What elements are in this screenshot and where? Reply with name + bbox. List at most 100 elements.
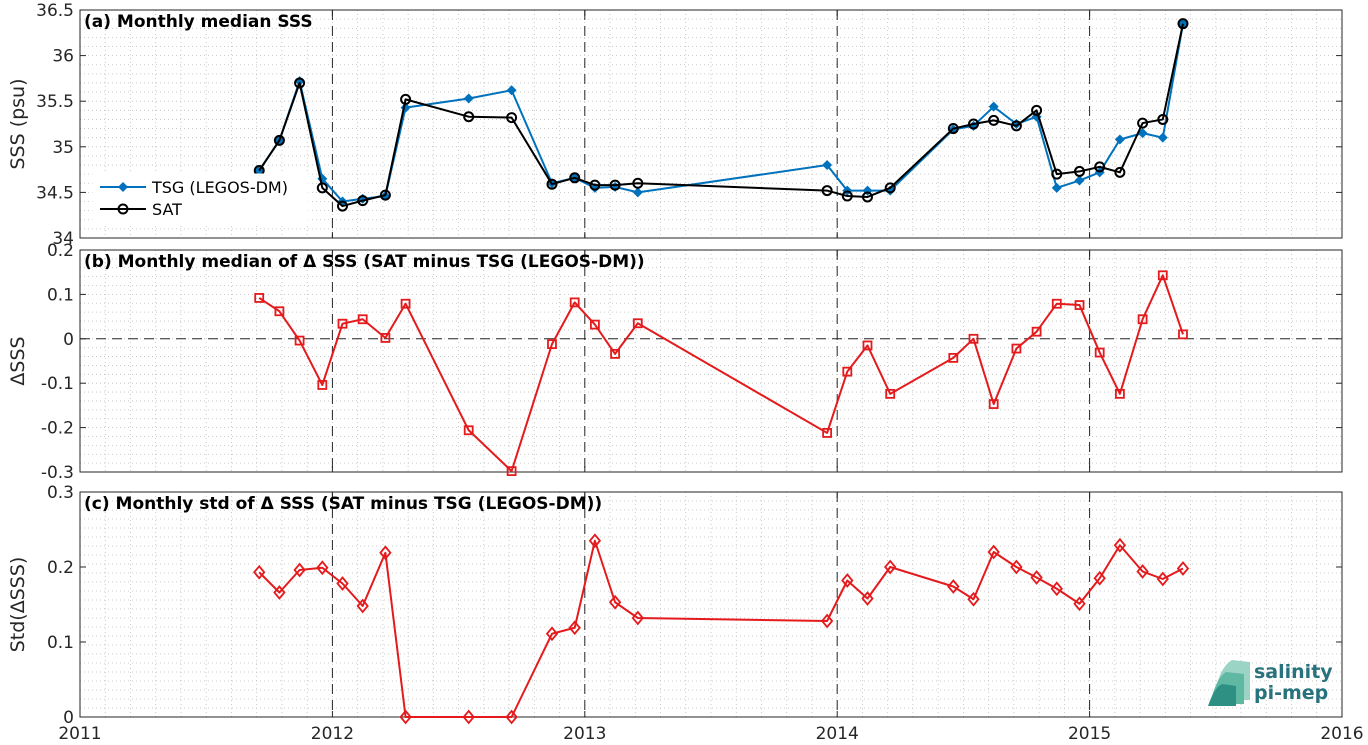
data-point xyxy=(862,340,873,351)
data-point xyxy=(316,560,329,576)
data-point xyxy=(1011,343,1022,354)
data-point xyxy=(273,134,285,146)
data-point xyxy=(884,559,897,575)
data-point xyxy=(569,297,580,308)
data-point xyxy=(569,172,581,184)
data-point xyxy=(1113,537,1127,553)
data-point xyxy=(357,195,369,207)
data-point xyxy=(1051,298,1062,309)
data-point xyxy=(1051,168,1063,180)
data-point xyxy=(380,333,391,343)
y-tick-label: 0 xyxy=(63,708,74,728)
y-tick-label: 35 xyxy=(52,138,74,158)
series-line xyxy=(258,274,1184,473)
data-point xyxy=(1114,388,1125,399)
data-point xyxy=(589,179,601,191)
y-tick-label: 35.5 xyxy=(36,92,74,112)
data-point xyxy=(967,591,980,607)
panel-a: 34 34.5 35 35.5 36 36.5 (a) Monthly median SSS… xyxy=(7,1,1343,249)
data-point xyxy=(1051,182,1062,193)
data-point xyxy=(1094,161,1106,173)
data-point xyxy=(294,77,306,89)
axes-box xyxy=(79,9,1343,239)
data-point xyxy=(608,594,622,610)
data-point xyxy=(379,545,392,561)
data-point xyxy=(1137,117,1149,129)
data-point xyxy=(273,585,286,600)
panel-title: (b) Monthly median of Δ SSS (SAT minus T… xyxy=(84,252,645,272)
y-tick-label: 34 xyxy=(52,229,74,249)
y-tick-label: 36.5 xyxy=(36,1,74,21)
data-point xyxy=(842,366,853,377)
data-point xyxy=(988,101,999,112)
data-point xyxy=(336,576,349,591)
minor-grid xyxy=(80,250,1342,472)
data-point xyxy=(1073,596,1086,612)
data-point xyxy=(568,620,581,636)
data-point xyxy=(589,319,600,330)
data-point xyxy=(988,399,999,409)
data-point xyxy=(316,182,328,194)
y-axis-label: Std(ΔSSS) xyxy=(7,557,29,653)
series-line xyxy=(258,23,1184,208)
data-point xyxy=(337,318,348,329)
y-tick-label: 0.3 xyxy=(47,483,74,503)
data-point xyxy=(253,564,266,580)
data-point xyxy=(632,177,644,189)
data-point xyxy=(968,333,979,344)
data-point xyxy=(1074,165,1086,177)
x-tick-label: 2011 xyxy=(58,724,101,744)
data-point xyxy=(1137,314,1148,325)
data-point xyxy=(379,189,391,201)
data-point xyxy=(1114,166,1126,178)
panels: 34 34.5 35 35.5 36 36.5 (a) Monthly median SSS… xyxy=(7,1,1364,744)
x-tick-label: 2015 xyxy=(1068,724,1111,744)
data-point xyxy=(506,85,517,96)
data-point xyxy=(293,562,306,578)
data-point xyxy=(884,182,896,194)
data-point xyxy=(1176,561,1190,576)
data-point xyxy=(988,114,1000,126)
series-line xyxy=(258,23,1184,203)
data-point xyxy=(885,388,896,399)
y-tick-label: 36 xyxy=(52,47,74,67)
data-point xyxy=(462,709,475,725)
data-point xyxy=(294,335,305,346)
data-point xyxy=(632,187,643,198)
x-tick-label: 2013 xyxy=(563,724,606,744)
data-point xyxy=(400,298,411,309)
axes-box xyxy=(79,249,1343,473)
data-point xyxy=(987,544,1000,560)
data-point xyxy=(506,112,518,124)
data-point xyxy=(861,591,874,606)
data-point xyxy=(317,380,328,390)
data-point xyxy=(822,428,833,438)
data-point xyxy=(821,185,833,197)
logo-line2: pi-mep xyxy=(1254,682,1328,704)
data-point xyxy=(822,160,833,171)
y-tick-label: -0.3 xyxy=(41,463,74,483)
data-point xyxy=(1093,570,1106,586)
data-point xyxy=(610,348,620,359)
data-point xyxy=(1074,300,1085,310)
y-tick-label: 0 xyxy=(63,330,74,350)
data-point xyxy=(400,93,412,105)
y-axis-label: ΔSSS xyxy=(7,336,29,385)
logo-line1: salinity xyxy=(1254,661,1333,683)
data-point xyxy=(841,573,854,588)
data-point xyxy=(947,579,960,594)
data-point xyxy=(463,111,475,123)
data-point xyxy=(505,709,518,725)
panel-title: (c) Monthly std of Δ SSS (SAT minus TSG … xyxy=(84,494,602,514)
legend-tsg-marker xyxy=(118,182,128,192)
minor-grid xyxy=(80,492,1342,717)
legend-sat-marker xyxy=(117,203,129,215)
series-line xyxy=(258,539,1184,718)
data-point xyxy=(254,293,265,303)
data-point xyxy=(1178,329,1188,340)
legend-sat-label: SAT xyxy=(152,200,182,219)
series-0 xyxy=(254,270,1188,477)
data-point xyxy=(547,339,557,350)
panel-b: -0.3 -0.2 -0.1 0 0.1 0.2 (b) Monthly median of… xyxy=(7,241,1343,483)
